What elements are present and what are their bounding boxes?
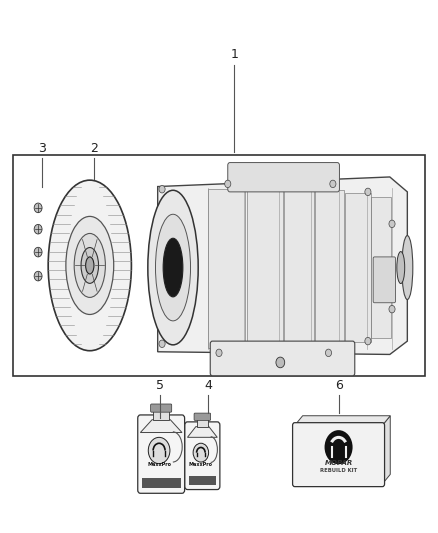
Circle shape: [225, 180, 231, 188]
FancyBboxPatch shape: [210, 341, 355, 376]
Text: 3: 3: [38, 142, 46, 155]
Polygon shape: [140, 420, 182, 433]
Circle shape: [389, 305, 395, 313]
Bar: [197, 419, 208, 426]
Ellipse shape: [66, 216, 114, 314]
Circle shape: [148, 438, 170, 464]
Bar: [345, 193, 371, 342]
FancyBboxPatch shape: [185, 422, 220, 489]
Bar: [142, 478, 180, 488]
Bar: [284, 188, 314, 348]
Text: 6: 6: [336, 379, 343, 392]
Ellipse shape: [74, 233, 106, 297]
Bar: [247, 187, 283, 349]
Polygon shape: [187, 426, 217, 437]
Ellipse shape: [397, 252, 405, 284]
Bar: [315, 190, 344, 345]
Circle shape: [34, 203, 42, 213]
Ellipse shape: [148, 190, 198, 345]
Text: MaxxPro: MaxxPro: [147, 463, 171, 467]
Ellipse shape: [85, 257, 94, 274]
Text: 1: 1: [230, 49, 238, 61]
Polygon shape: [158, 177, 407, 354]
Bar: [189, 475, 216, 485]
FancyBboxPatch shape: [151, 404, 172, 412]
Polygon shape: [295, 416, 390, 425]
Circle shape: [34, 271, 42, 281]
Ellipse shape: [163, 238, 183, 297]
Text: MOPAR: MOPAR: [325, 459, 353, 466]
Circle shape: [389, 220, 395, 228]
Bar: [371, 197, 391, 338]
FancyBboxPatch shape: [293, 423, 385, 487]
Circle shape: [365, 337, 371, 345]
Bar: [153, 411, 169, 420]
Circle shape: [216, 349, 222, 357]
FancyBboxPatch shape: [228, 163, 339, 192]
FancyBboxPatch shape: [138, 415, 184, 494]
Ellipse shape: [155, 214, 191, 321]
Bar: [13, 155, 425, 376]
Ellipse shape: [48, 180, 131, 351]
Text: 2: 2: [90, 142, 98, 155]
Circle shape: [193, 443, 208, 462]
FancyBboxPatch shape: [194, 413, 211, 421]
Circle shape: [276, 357, 285, 368]
Ellipse shape: [81, 247, 99, 284]
Circle shape: [325, 349, 332, 357]
Circle shape: [330, 180, 336, 188]
Circle shape: [159, 340, 165, 348]
Circle shape: [34, 247, 42, 257]
Bar: [208, 189, 245, 348]
Circle shape: [325, 430, 353, 464]
Text: 5: 5: [156, 379, 164, 392]
Ellipse shape: [402, 236, 413, 300]
Circle shape: [34, 224, 42, 234]
Polygon shape: [382, 416, 390, 484]
Text: REBUILD KIT: REBUILD KIT: [320, 468, 357, 473]
FancyBboxPatch shape: [373, 257, 396, 303]
Circle shape: [159, 185, 165, 193]
Circle shape: [365, 188, 371, 196]
Text: MaxxPro: MaxxPro: [189, 463, 213, 467]
Text: 4: 4: [204, 379, 212, 392]
